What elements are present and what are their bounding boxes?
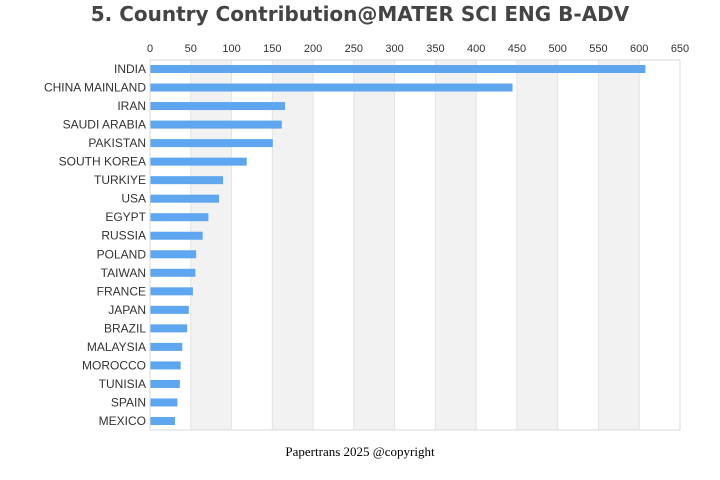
category-label: TAIWAN — [101, 266, 146, 280]
bars — [150, 65, 646, 425]
background-band — [353, 60, 395, 430]
x-tick-label: 150 — [263, 43, 281, 55]
background-band — [598, 60, 640, 430]
category-label: BRAZIL — [104, 321, 146, 335]
category-label: TUNISIA — [99, 377, 146, 391]
category-label: POLAND — [97, 247, 147, 261]
chart-title: 5. Country Contribution@MATER SCI ENG B-… — [90, 2, 630, 26]
bar-usa — [150, 194, 219, 203]
background-band — [516, 60, 558, 430]
category-label: MALAYSIA — [87, 340, 146, 354]
x-tick-label: 300 — [385, 43, 403, 55]
x-tick-label: 50 — [185, 43, 197, 55]
bar-brazil — [150, 324, 188, 333]
bar-china-mainland — [150, 83, 513, 92]
category-label: INDIA — [114, 62, 146, 76]
category-label: PAKISTAN — [88, 136, 146, 150]
bar-morocco — [150, 361, 181, 370]
bar-taiwan — [150, 268, 196, 277]
x-axis-ticks: 0 50 100 150 200 250 300 350 400 450 500 550 600 650 — [147, 43, 689, 55]
bar-poland — [150, 250, 197, 259]
bar-india — [150, 65, 646, 73]
bar-japan — [150, 305, 189, 314]
category-label: TURKIYE — [94, 173, 146, 187]
bar-spain — [150, 398, 178, 407]
bar-iran — [150, 102, 286, 111]
background-band — [272, 60, 314, 430]
category-label: EGYPT — [105, 210, 146, 224]
category-label: USA — [121, 192, 146, 206]
bar-saudi-arabia — [150, 120, 282, 129]
bar-turkiye — [150, 176, 224, 185]
category-label: SOUTH KOREA — [59, 155, 146, 169]
category-label: SAUDI ARABIA — [63, 118, 146, 132]
x-tick-label: 500 — [549, 43, 567, 55]
y-axis-labels: INDIA CHINA MAINLAND IRAN SAUDI ARABIA PAKIS… — [44, 62, 147, 428]
bar-egypt — [150, 213, 209, 222]
bar-mexico — [150, 417, 175, 425]
category-label: MEXICO — [99, 414, 146, 428]
x-tick-label: 0 — [147, 43, 153, 55]
bar-malaysia — [150, 342, 183, 351]
category-label: JAPAN — [108, 303, 146, 317]
category-label: SPAIN — [111, 395, 146, 409]
footer-copyright: Papertrans 2025 @copyright — [285, 444, 435, 459]
bar-south-korea — [150, 157, 247, 166]
background-band — [190, 60, 232, 430]
category-label: FRANCE — [97, 284, 146, 298]
bar-france — [150, 287, 193, 296]
x-tick-label: 600 — [630, 43, 648, 55]
bar-russia — [150, 231, 203, 240]
x-tick-label: 450 — [508, 43, 526, 55]
background-band — [435, 60, 477, 430]
x-tick-label: 100 — [222, 43, 240, 55]
background-bands — [190, 60, 640, 430]
x-tick-label: 650 — [671, 43, 689, 55]
category-label: CHINA MAINLAND — [44, 81, 146, 95]
plot-frame — [149, 59, 681, 431]
category-label: IRAN — [117, 99, 146, 113]
x-tick-label: 200 — [304, 43, 322, 55]
category-label: MOROCCO — [82, 358, 146, 372]
bar-pakistan — [150, 139, 273, 148]
category-label: RUSSIA — [101, 229, 146, 243]
x-tick-label: 400 — [467, 43, 485, 55]
x-tick-label: 350 — [426, 43, 444, 55]
bar-tunisia — [150, 379, 180, 388]
x-tick-label: 550 — [589, 43, 607, 55]
x-tick-label: 250 — [345, 43, 363, 55]
